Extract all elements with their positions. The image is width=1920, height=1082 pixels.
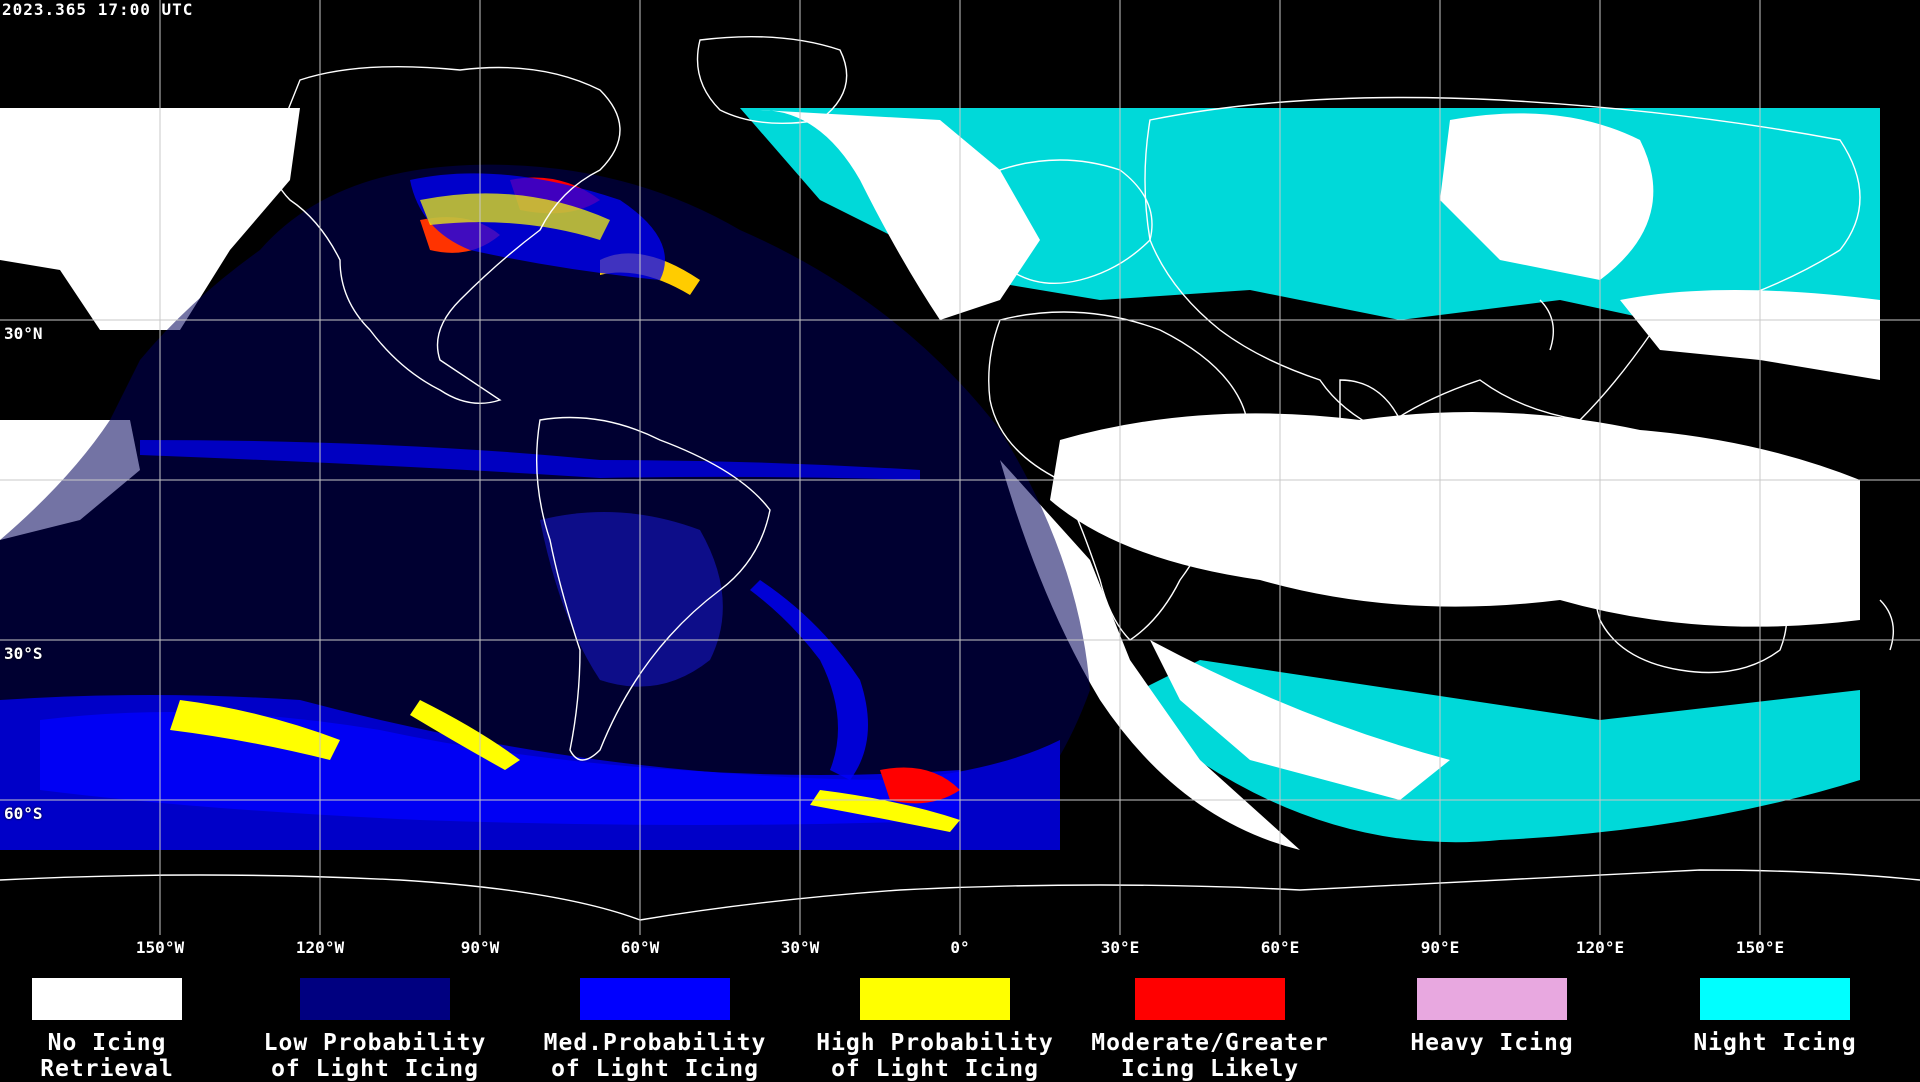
legend-swatch xyxy=(580,978,730,1020)
lon-label-30e: 30°E xyxy=(1100,938,1140,957)
legend-item-no-icing: No Icing Retrieval xyxy=(0,978,237,1082)
lon-label-60w: 60°W xyxy=(620,938,660,957)
legend-swatch xyxy=(1700,978,1850,1020)
coastlines xyxy=(0,35,1920,921)
lon-label-120e: 120°E xyxy=(1575,938,1625,957)
icing-probability-region xyxy=(0,164,1090,850)
lon-label-120w: 120°W xyxy=(295,938,345,957)
lon-label-60e: 60°E xyxy=(1260,938,1300,957)
legend-label: Night Icing xyxy=(1693,1030,1857,1056)
lat-label-30s: 30°S xyxy=(4,644,43,663)
legend-label: High Probability of Light Icing xyxy=(816,1030,1054,1082)
lon-label-30w: 30°W xyxy=(780,938,820,957)
legend-label: Med.Probability of Light Icing xyxy=(543,1030,767,1082)
lon-label-0: 0° xyxy=(950,938,970,957)
legend-swatch xyxy=(300,978,450,1020)
lon-label-90w: 90°W xyxy=(460,938,500,957)
lat-label-30n: 30°N xyxy=(4,324,43,343)
no-icing-region xyxy=(0,108,1880,850)
legend-item-high-probability: High Probability of Light Icing xyxy=(805,978,1065,1082)
legend-item-night-icing: Night Icing xyxy=(1645,978,1905,1056)
lon-label-90e: 90°E xyxy=(1420,938,1460,957)
legend-label: Moderate/Greater Icing Likely xyxy=(1091,1030,1329,1082)
lat-label-60s: 60°S xyxy=(4,804,43,823)
legend-swatch xyxy=(1135,978,1285,1020)
timestamp: 2023.365 17:00 UTC xyxy=(2,0,194,19)
legend-item-low-probability: Low Probability of Light Icing xyxy=(245,978,505,1082)
legend-swatch xyxy=(32,978,182,1020)
graticule xyxy=(0,0,1920,935)
lon-label-150w: 150°W xyxy=(135,938,185,957)
legend-label: Low Probability of Light Icing xyxy=(263,1030,487,1082)
legend-label: No Icing Retrieval xyxy=(40,1030,174,1082)
legend: No Icing Retrieval Low Probability of Ligh… xyxy=(0,960,1920,1082)
legend-item-med-probability: Med.Probability of Light Icing xyxy=(525,978,785,1082)
legend-item-moderate-greater: Moderate/Greater Icing Likely xyxy=(1080,978,1340,1082)
lon-label-150e: 150°E xyxy=(1735,938,1785,957)
legend-label: Heavy Icing xyxy=(1410,1030,1574,1056)
legend-swatch xyxy=(1417,978,1567,1020)
legend-swatch xyxy=(860,978,1010,1020)
legend-item-heavy-icing: Heavy Icing xyxy=(1362,978,1622,1056)
icing-map xyxy=(0,0,1920,935)
